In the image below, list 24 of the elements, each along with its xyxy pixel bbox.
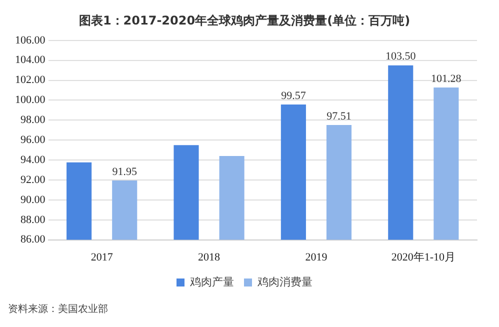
- text: 86.00: [20, 234, 46, 246]
- data-label: 103.50: [386, 50, 416, 63]
- data-label: 91.95: [112, 166, 138, 178]
- legend-label: 鸡肉消费量: [256, 275, 312, 288]
- data-label: 99.57: [281, 90, 306, 102]
- text: 资料来源：美国农业部: [8, 302, 109, 316]
- text: 104.00: [15, 54, 46, 66]
- text: 92.00: [20, 174, 46, 186]
- chart-title: 图表1：2017-2020年全球鸡肉产量及消费量(单位：百万吨): [78, 13, 410, 28]
- text: 100.00: [15, 94, 46, 106]
- x-tick-label: 2018: [198, 251, 221, 264]
- text: 96.00: [20, 134, 46, 146]
- x-tick-label: 2017: [90, 251, 114, 264]
- text: 90.00: [20, 194, 46, 206]
- legend-label: 鸡肉产量: [189, 275, 234, 288]
- text: 106.00: [15, 34, 46, 46]
- x-tick-label: 2020年1-10月: [391, 251, 456, 264]
- text: 88.00: [20, 214, 46, 226]
- x-tick-label: 2019: [305, 251, 328, 264]
- data-label: 101.28: [431, 72, 462, 85]
- text: 102.00: [15, 74, 46, 86]
- text: 94.00: [20, 154, 46, 166]
- text: 98.00: [20, 114, 46, 126]
- data-label: 97.51: [326, 110, 352, 122]
